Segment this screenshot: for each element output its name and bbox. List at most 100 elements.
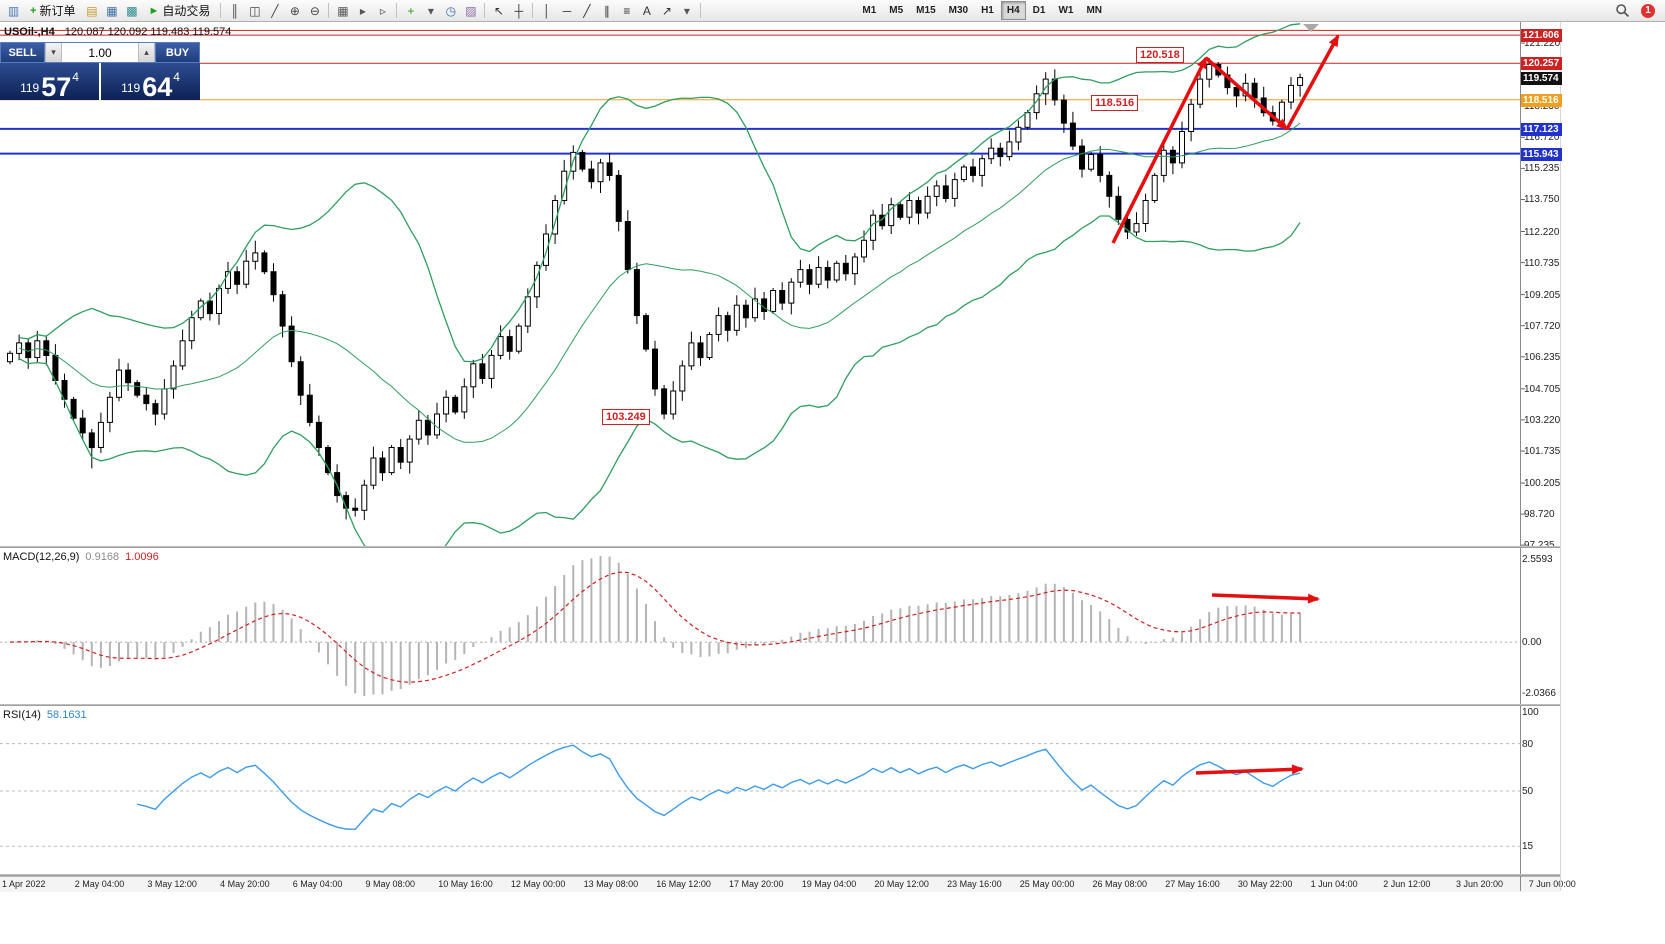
time-axis-label: 3 May 12:00 [147,879,197,889]
new-order-icon: + [30,4,37,17]
toolbar-separator [484,3,486,18]
periods-icon[interactable]: ◷ [445,3,457,18]
timeframe-button-m1[interactable]: M1 [862,5,877,16]
data-window-icon[interactable]: ▩ [126,3,138,18]
timeframe-button-h4[interactable]: H4 [1000,1,1026,20]
new-order-button[interactable]: + 新订单 [24,1,81,20]
timeframe-button-m30[interactable]: M30 [948,5,969,16]
rsi-panel-canvas[interactable] [0,706,1560,874]
price-axis-label: 104.705 [1524,383,1561,395]
volume-input[interactable] [62,43,138,62]
timeframe-button-m15[interactable]: M15 [916,5,936,16]
ohlc-values: 120.087 120.092 119.483 119.574 [64,26,232,38]
trade-prices: 119 57 4 119 64 4 [0,63,200,100]
vertical-line-icon[interactable]: │ [543,3,551,18]
autotrading-button[interactable]: ► 自动交易 [142,1,216,20]
toolbar-separator [700,3,702,18]
timeframe-button-mn[interactable]: MN [1086,5,1103,16]
price-divider [99,63,101,100]
arrows-tool-icon[interactable]: ↗ [661,3,672,18]
price-axis-badge: 119.574 [1521,71,1562,85]
notification-badge[interactable]: 1 [1641,3,1655,18]
timeframe-button-h1[interactable]: H1 [981,5,994,16]
toolbar-separator [396,3,398,18]
chart-right-border [1560,22,1561,891]
price-axis-label: 121.220 [1524,38,1561,50]
rsi-axis-label: 15 [1522,841,1534,853]
market-watch-icon[interactable]: ▦ [106,3,118,18]
panel-splitter[interactable] [0,704,1560,706]
macd-main-value: 0.9168 [85,551,120,563]
price-axis-label: 106.235 [1524,351,1561,363]
chart-shift-icon[interactable]: ▹ [379,3,386,18]
sell-price-small: 119 [20,81,40,95]
trendline-icon[interactable]: ╱ [583,3,591,18]
time-axis-label: 2 May 04:00 [74,879,125,889]
zoom-in-icon[interactable]: ⊕ [289,3,300,18]
autotrading-play-icon: ► [148,4,160,17]
candlestick-chart-icon[interactable]: ◫ [249,3,261,18]
indicators-icon[interactable]: + [407,3,415,18]
symbol-period-label: USOil-,H4 [4,26,55,38]
search-icon[interactable] [1613,1,1632,20]
templates-icon[interactable]: ▨ [465,3,477,18]
buy-button[interactable]: BUY [155,42,200,63]
volume-decrease-button[interactable]: ▾ [45,43,62,62]
macd-panel-canvas[interactable] [0,548,1560,704]
text-icon[interactable]: A [642,3,651,18]
time-axis-label: 13 May 08:00 [583,879,639,889]
price-axis-badge: 115.943 [1521,147,1562,161]
price-annotation[interactable]: 120.518 [1136,47,1184,63]
time-axis-label: 1 Apr 2022 [2,879,46,889]
price-axis-badge: 118.516 [1521,93,1562,107]
time-axis-label: 26 May 08:00 [1092,879,1148,889]
time-axis-label: 10 May 16:00 [438,879,493,889]
price-axis-label: 112.220 [1524,226,1560,238]
line-chart-icon[interactable]: ╱ [271,3,279,18]
price-axis-label: 116.720 [1524,132,1560,144]
time-axis-label: 7 Jun 00:00 [1528,879,1576,889]
one-click-trading-panel: SELL ▾ ▴ BUY 119 57 4 119 64 4 [0,42,200,100]
time-axis: 1 Apr 2022 2 May 04:00 3 May 12:00 4 May 20… [0,876,1576,892]
cursor-icon[interactable]: ↖ [493,3,504,18]
panel-splitter[interactable] [0,546,1560,548]
volume-increase-button[interactable]: ▴ [138,43,155,62]
price-annotation[interactable]: 118.516 [1091,95,1139,111]
price-axis-label: 97.235 [1524,540,1555,551]
horizontal-line-icon[interactable]: ─ [562,3,572,18]
rsi-axis-label: 100 [1522,707,1539,718]
price-axis-badge: 120.257 [1521,57,1562,71]
auto-scroll-icon[interactable]: ▸ [359,3,366,18]
indicators-dropdown-icon[interactable]: ▾ [427,3,434,18]
rsi-axis-label: 80 [1522,738,1534,750]
equidistant-channel-icon[interactable]: ∥ [603,3,610,18]
sell-button[interactable]: SELL [0,42,45,63]
volume-control[interactable]: ▾ ▴ [45,42,155,63]
time-axis-label: 1 Jun 04:00 [1310,879,1358,889]
tile-windows-icon[interactable]: ▦ [337,3,349,18]
time-axis-label: 30 May 22:00 [1237,879,1293,889]
bars-chart-icon[interactable]: ║ [230,3,240,18]
timeframe-button-w1[interactable]: W1 [1058,5,1074,16]
price-axis-label: 107.720 [1524,320,1561,332]
zoom-out-icon[interactable]: ⊖ [309,3,320,18]
macd-axis-label: 2.5593 [1522,554,1553,565]
macd-axis-label: 0.00 [1522,637,1542,649]
time-axis-label: 19 May 04:00 [801,879,857,889]
buy-price-small: 119 [121,81,141,95]
chart-window-icon[interactable]: ▥ [7,3,20,18]
timeframe-button-d1[interactable]: D1 [1032,5,1046,16]
crosshair-icon[interactable]: ┼ [514,3,524,18]
fibonacci-icon[interactable]: ≡ [623,3,631,18]
price-axis-separator [1520,22,1521,891]
chart-profiles-icon[interactable]: ▤ [86,3,98,18]
sell-price[interactable]: 119 57 4 [0,63,99,100]
main-chart-canvas[interactable] [0,22,1560,546]
panel-splitter[interactable] [0,874,1560,876]
buy-price[interactable]: 119 64 4 [101,63,200,100]
time-axis-label: 3 Jun 20:00 [1456,879,1504,889]
shapes-dropdown-icon[interactable]: ▾ [683,3,690,18]
price-annotation[interactable]: 103.249 [602,409,650,425]
timeframe-button-m5[interactable]: M5 [889,5,904,16]
